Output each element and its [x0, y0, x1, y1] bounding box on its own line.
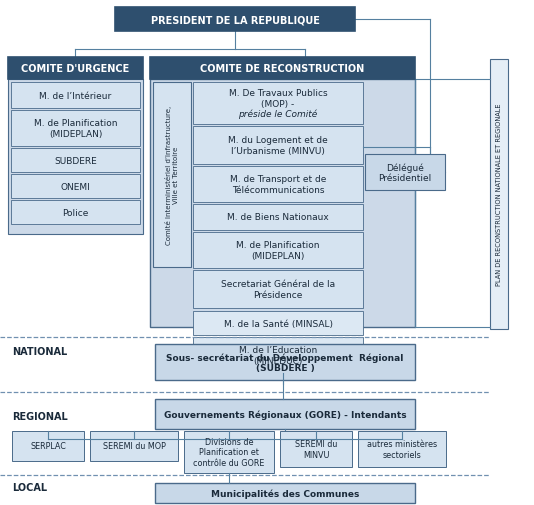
- Text: M. de la Santé (MINSAL): M. de la Santé (MINSAL): [224, 319, 333, 328]
- Bar: [184, 431, 274, 473]
- Text: LOCAL: LOCAL: [12, 482, 47, 492]
- Bar: [193, 312, 363, 335]
- Bar: [11, 83, 140, 109]
- Bar: [11, 111, 140, 147]
- Bar: [8, 58, 143, 80]
- Bar: [193, 271, 363, 309]
- Bar: [365, 155, 445, 190]
- Text: NATIONAL: NATIONAL: [12, 346, 67, 357]
- Text: M. de Biens Nationaux: M. de Biens Nationaux: [227, 213, 329, 222]
- Text: COMITE DE RECONSTRUCTION: COMITE DE RECONSTRUCTION: [200, 64, 365, 74]
- Text: COMITE D'URGENCE: COMITE D'URGENCE: [21, 64, 130, 74]
- Text: M. du Logement et de
l’Urbanisme (MINVU): M. du Logement et de l’Urbanisme (MINVU): [228, 136, 328, 156]
- Bar: [150, 80, 415, 327]
- Bar: [193, 205, 363, 231]
- Bar: [12, 431, 84, 461]
- Text: SEREMI du MOP: SEREMI du MOP: [103, 442, 166, 450]
- Text: Comité Interministériel d’Infrastructure,
Ville et Territoire: Comité Interministériel d’Infrastructure…: [165, 106, 179, 244]
- Bar: [155, 483, 415, 503]
- Bar: [8, 80, 143, 234]
- Bar: [280, 431, 352, 467]
- Bar: [115, 8, 355, 32]
- Bar: [193, 127, 363, 165]
- Bar: [155, 344, 415, 380]
- Text: Municipalités des Communes: Municipalités des Communes: [211, 488, 359, 498]
- Text: REGIONAL: REGIONAL: [12, 411, 68, 421]
- Text: M. de l’Intérieur: M. de l’Intérieur: [40, 91, 112, 100]
- Bar: [193, 167, 363, 203]
- Text: PLAN DE RECONSTRUCTION NATIONALE ET REGIONALE: PLAN DE RECONSTRUCTION NATIONALE ET REGI…: [496, 104, 502, 286]
- Text: Secretariat Général de la
Présidence: Secretariat Général de la Présidence: [221, 280, 335, 299]
- Bar: [193, 232, 363, 269]
- Text: SEREMI du
MINVU: SEREMI du MINVU: [295, 439, 337, 459]
- Text: Sous- secrétariat du Développement  Régional
(SUBDERE ): Sous- secrétariat du Développement Régio…: [166, 352, 404, 372]
- Bar: [90, 431, 178, 461]
- Text: Gouvernements Régionaux (GORE) - Intendants: Gouvernements Régionaux (GORE) - Intenda…: [164, 410, 406, 419]
- Text: M. de l’Education
(MINEDUC): M. de l’Education (MINEDUC): [239, 345, 317, 365]
- Bar: [193, 83, 363, 125]
- Bar: [193, 337, 363, 373]
- Bar: [11, 148, 140, 173]
- Bar: [150, 58, 415, 80]
- Bar: [153, 83, 191, 268]
- Bar: [155, 399, 415, 429]
- Bar: [11, 175, 140, 198]
- Bar: [490, 60, 508, 329]
- Text: Délégué
Présidentiel: Délégué Présidentiel: [379, 163, 431, 183]
- Text: M. De Travaux Publics
(MOP) -: M. De Travaux Publics (MOP) -: [229, 89, 327, 109]
- Text: M. de Planification
(MIDEPLAN): M. de Planification (MIDEPLAN): [34, 119, 117, 138]
- Text: Divisions de
Planification et
contrôle du GORE: Divisions de Planification et contrôle d…: [193, 437, 265, 467]
- Text: PRESIDENT DE LA REPUBLIQUE: PRESIDENT DE LA REPUBLIQUE: [151, 15, 319, 25]
- Text: autres ministères
sectoriels: autres ministères sectoriels: [367, 439, 437, 459]
- Text: Police: Police: [62, 208, 89, 217]
- Text: SERPLAC: SERPLAC: [30, 442, 66, 450]
- Text: M. de Transport et de
Télécommunications: M. de Transport et de Télécommunications: [230, 175, 326, 194]
- Bar: [358, 431, 446, 467]
- Bar: [11, 200, 140, 225]
- Text: M. de Planification
(MIDEPLAN): M. de Planification (MIDEPLAN): [236, 241, 320, 260]
- Text: SUBDERE: SUBDERE: [54, 156, 97, 165]
- Text: préside le Comité: préside le Comité: [238, 109, 318, 119]
- Text: ONEMI: ONEMI: [61, 182, 90, 191]
